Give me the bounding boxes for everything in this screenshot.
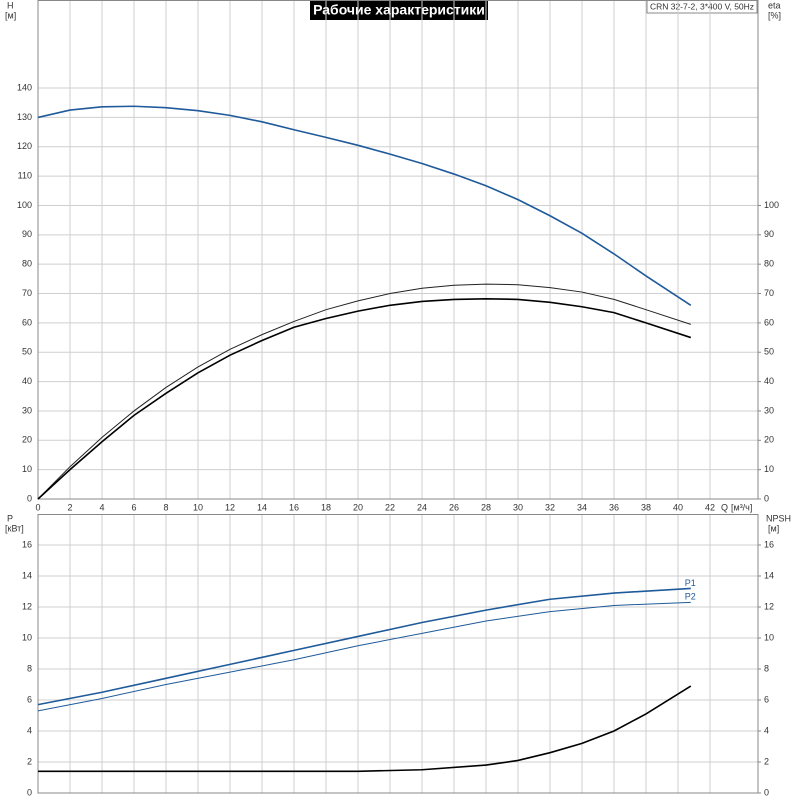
x-tick-label: 12 <box>225 502 235 512</box>
x-tick-label: 6 <box>131 502 136 512</box>
x-tick-label: 38 <box>641 502 651 512</box>
x-axis-unit: [м³/ч] <box>731 502 752 512</box>
chart-subtitle: CRN 32-7-2, 3*400 V, 50Hz <box>650 1 754 11</box>
x-tick-label: 0 <box>35 502 40 512</box>
chart-title: Рабочие характеристики <box>313 2 485 18</box>
curve <box>37 283 691 500</box>
plot-frame <box>37 514 759 794</box>
x-tick-label: 28 <box>481 502 491 512</box>
y-tick-label: 6 <box>27 694 32 704</box>
y2-tick-label: 70 <box>764 288 774 298</box>
y2-tick-label: 6 <box>764 694 769 704</box>
y2-tick-label: 8 <box>764 663 769 673</box>
y2-tick-label: 50 <box>764 347 774 357</box>
y-tick-label: 20 <box>22 435 32 445</box>
y2-tick-label: 12 <box>764 601 774 611</box>
y-tick-label: 90 <box>22 229 32 239</box>
curve <box>38 685 692 773</box>
x-tick-label: 16 <box>289 502 299 512</box>
y2-axis-label: NPSH <box>766 513 791 523</box>
y-tick-label: 12 <box>22 601 32 611</box>
y-tick-label: 40 <box>22 376 32 386</box>
curve <box>37 105 692 306</box>
x-tick-label: 30 <box>513 502 523 512</box>
y-tick-label: 10 <box>22 464 32 474</box>
y2-tick-label: 20 <box>764 435 774 445</box>
subtitle-box <box>646 0 758 14</box>
y-tick-label: 80 <box>22 259 32 269</box>
y-tick-label: 110 <box>18 170 32 180</box>
y2-axis-unit: [м] <box>768 523 779 533</box>
x-tick-label: 40 <box>673 502 683 512</box>
y2-axis-label: eta <box>768 0 781 10</box>
y-tick-label: 100 <box>17 200 32 210</box>
y-tick-label: 2 <box>27 756 32 766</box>
y2-tick-label: 0 <box>764 787 769 797</box>
y-tick-label: 0 <box>27 493 32 503</box>
y-tick-label: 60 <box>22 317 32 327</box>
y2-tick-label: 2 <box>764 756 769 766</box>
y2-tick-label: 0 <box>764 493 769 503</box>
y2-tick-label: 4 <box>764 725 769 735</box>
y2-tick-label: 10 <box>764 632 774 642</box>
x-tick-label: 34 <box>577 502 587 512</box>
y-axis-unit: [м] <box>5 10 16 20</box>
y-tick-label: 50 <box>22 347 32 357</box>
y-tick-label: 70 <box>22 288 32 298</box>
curve <box>37 601 691 712</box>
y2-tick-label: 14 <box>764 570 774 580</box>
y2-tick-label: 80 <box>764 259 774 269</box>
x-axis-label: Q <box>721 502 728 512</box>
y-axis-unit: [кВт] <box>5 523 24 533</box>
y-tick-label: 8 <box>27 663 32 673</box>
curve <box>37 587 691 706</box>
y-tick-label: 140 <box>17 82 32 92</box>
y2-tick-label: 40 <box>764 376 774 386</box>
x-tick-label: 20 <box>353 502 363 512</box>
y-tick-label: 0 <box>27 787 32 797</box>
x-tick-label: 8 <box>163 502 168 512</box>
y-tick-label: 30 <box>22 405 32 415</box>
x-tick-label: 32 <box>545 502 555 512</box>
x-tick-label: 18 <box>321 502 331 512</box>
y2-tick-label: 60 <box>764 317 774 327</box>
title-box <box>310 0 488 20</box>
y-axis-label: H <box>7 0 14 10</box>
y-tick-label: 14 <box>22 570 32 580</box>
x-tick-label: 22 <box>385 502 395 512</box>
x-tick-label: 26 <box>449 502 459 512</box>
x-tick-label: 36 <box>609 502 619 512</box>
curve <box>37 298 692 500</box>
y-tick-label: 120 <box>17 141 32 151</box>
x-tick-label: 10 <box>193 502 203 512</box>
y2-tick-label: 90 <box>764 229 774 239</box>
x-tick-label: 4 <box>99 502 104 512</box>
y-tick-label: 4 <box>27 725 32 735</box>
y2-tick-label: 16 <box>764 539 774 549</box>
y-axis-label: P <box>7 513 13 523</box>
series-label: P1 <box>685 578 696 588</box>
x-tick-label: 24 <box>417 502 427 512</box>
y2-tick-label: 100 <box>764 200 779 210</box>
x-tick-label: 14 <box>257 502 267 512</box>
y2-tick-label: 30 <box>764 405 774 415</box>
y2-tick-label: 10 <box>764 464 774 474</box>
x-tick-label: 2 <box>67 502 72 512</box>
series-label: P2 <box>685 592 696 602</box>
x-tick-label: 42 <box>705 502 715 512</box>
y-tick-label: 10 <box>22 632 32 642</box>
y-tick-label: 16 <box>22 539 32 549</box>
y-tick-label: 130 <box>17 112 32 122</box>
y2-axis-unit: [%] <box>768 10 781 20</box>
plot-frame <box>37 0 759 500</box>
